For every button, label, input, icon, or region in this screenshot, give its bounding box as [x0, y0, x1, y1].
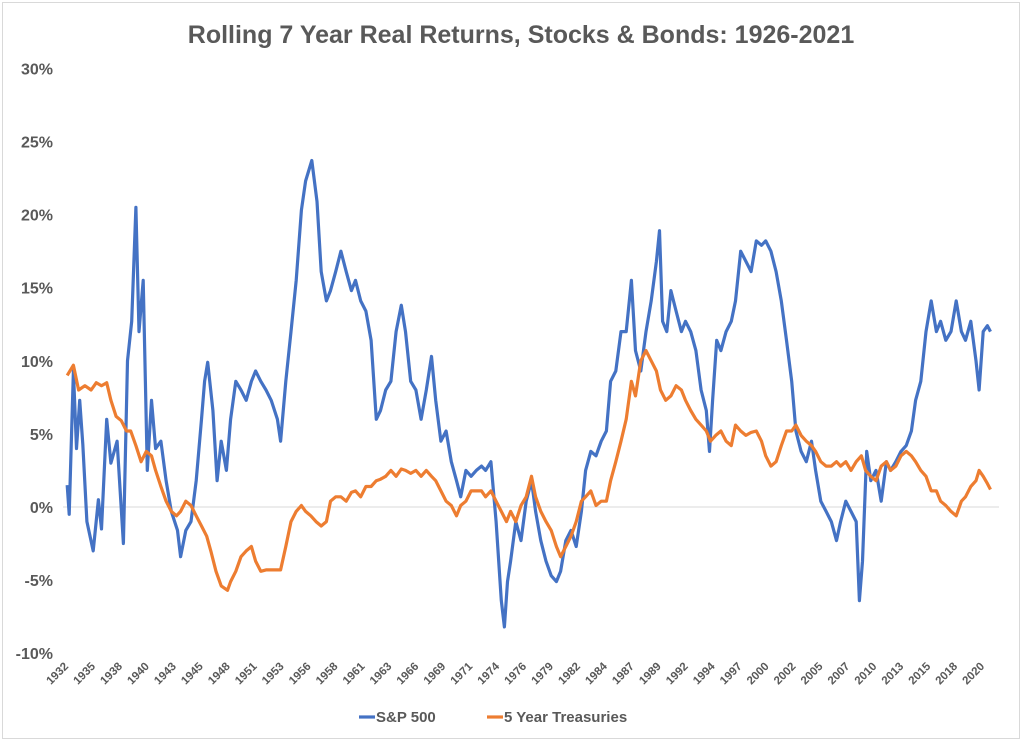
x-tick-label: 1971	[449, 660, 476, 687]
x-tick-label: 1935	[71, 660, 98, 687]
x-tick-label: 1958	[314, 660, 341, 687]
x-tick-label: 1953	[260, 661, 287, 688]
series-line-treasuries	[65, 349, 992, 592]
line-chart: Rolling 7 Year Real Returns, Stocks & Bo…	[16, 21, 999, 726]
chart-title: Rolling 7 Year Real Returns, Stocks & Bo…	[188, 21, 855, 49]
legend-label: S&P 500	[376, 709, 436, 726]
x-tick-label: 1951	[233, 660, 260, 687]
y-tick-label: 5%	[30, 427, 53, 444]
x-tick-label: 1938	[98, 660, 125, 687]
x-tick-label: 1989	[637, 661, 664, 688]
x-tick-label: 1932	[45, 661, 72, 688]
legend-item: S&P 500	[359, 709, 436, 726]
x-tick-label: 1979	[529, 661, 556, 688]
x-tick-label: 1956	[287, 661, 314, 688]
x-tick-label: 1943	[152, 661, 179, 688]
x-tick-label: 1966	[395, 661, 422, 688]
x-tick-label: 1963	[368, 661, 395, 688]
y-tick-label: 0%	[30, 500, 53, 517]
x-tick-label: 1992	[664, 661, 691, 688]
x-tick-label: 2018	[934, 660, 961, 687]
y-tick-label: 20%	[21, 208, 53, 225]
x-tick-label: 1969	[422, 661, 449, 688]
x-tick-label: 1982	[556, 661, 583, 688]
series-lines	[65, 158, 992, 629]
x-tick-label: 2002	[772, 661, 799, 688]
x-tick-label: 2010	[853, 661, 880, 688]
y-axis: 30% 25% 20% 15% 10% 5% 0% -5% -10%	[16, 61, 53, 663]
x-tick-label: 2007	[826, 661, 853, 688]
x-tick-label: 1940	[125, 661, 152, 688]
series-line-sp500	[65, 158, 992, 629]
x-tick-label: 2020	[961, 661, 988, 688]
y-tick-label: -10%	[16, 646, 53, 663]
x-tick-label: 1974	[476, 660, 503, 687]
y-tick-label: 25%	[21, 135, 53, 152]
x-tick-label: 1961	[341, 660, 368, 687]
y-tick-label: 15%	[21, 281, 53, 298]
x-tick-label: 1976	[503, 661, 530, 688]
y-tick-label: 30%	[21, 61, 53, 78]
legend-item: 5 Year Treasuries	[487, 709, 627, 726]
x-tick-label: 1945	[179, 660, 206, 687]
legend-label: 5 Year Treasuries	[504, 709, 627, 726]
x-tick-label: 1948	[206, 660, 233, 687]
x-tick-label: 1994	[691, 660, 718, 687]
x-tick-label: 1984	[583, 660, 610, 687]
x-tick-label: 1997	[718, 661, 745, 688]
x-tick-label: 2005	[799, 660, 826, 687]
x-tick-label: 1987	[610, 661, 637, 688]
y-tick-label: -5%	[25, 573, 53, 590]
x-tick-label: 2015	[907, 660, 934, 687]
legend: S&P 500 5 Year Treasuries	[359, 709, 627, 726]
x-axis: 1932 1935 1938 1940 1943 1945 1948 1951 1953 1956…	[45, 660, 988, 687]
y-tick-label: 10%	[21, 354, 53, 371]
x-tick-label: 2013	[880, 661, 907, 688]
x-tick-label: 2000	[745, 661, 772, 688]
